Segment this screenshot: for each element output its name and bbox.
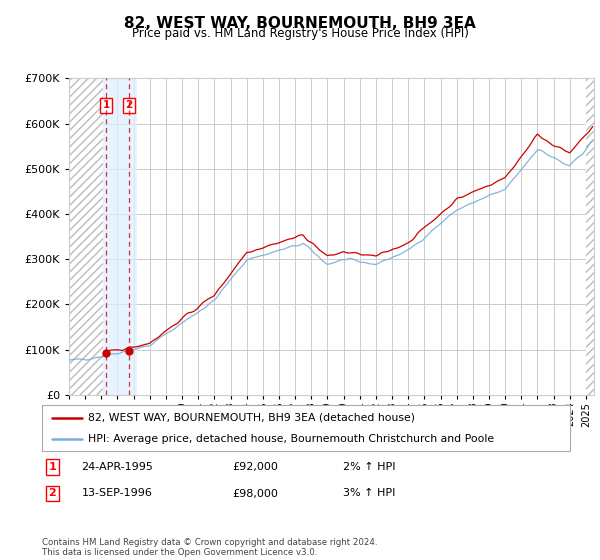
Text: HPI: Average price, detached house, Bournemouth Christchurch and Poole: HPI: Average price, detached house, Bour… — [88, 435, 494, 444]
Bar — [69, 78, 103, 395]
Text: 2: 2 — [125, 100, 133, 110]
FancyBboxPatch shape — [42, 405, 570, 451]
Text: 13-SEP-1996: 13-SEP-1996 — [82, 488, 152, 498]
Bar — [103, 78, 137, 395]
Text: 2% ↑ HPI: 2% ↑ HPI — [343, 462, 395, 472]
Text: Contains HM Land Registry data © Crown copyright and database right 2024.
This d: Contains HM Land Registry data © Crown c… — [42, 538, 377, 557]
Text: £98,000: £98,000 — [232, 488, 278, 498]
Text: 2: 2 — [49, 488, 56, 498]
Bar — [586, 78, 600, 395]
Text: 1: 1 — [49, 462, 56, 472]
Text: Price paid vs. HM Land Registry's House Price Index (HPI): Price paid vs. HM Land Registry's House … — [131, 27, 469, 40]
Text: £92,000: £92,000 — [232, 462, 278, 472]
Text: 82, WEST WAY, BOURNEMOUTH, BH9 3EA (detached house): 82, WEST WAY, BOURNEMOUTH, BH9 3EA (deta… — [88, 413, 415, 423]
Text: 24-APR-1995: 24-APR-1995 — [82, 462, 154, 472]
Text: 1: 1 — [103, 100, 110, 110]
Text: 3% ↑ HPI: 3% ↑ HPI — [343, 488, 395, 498]
Text: 82, WEST WAY, BOURNEMOUTH, BH9 3EA: 82, WEST WAY, BOURNEMOUTH, BH9 3EA — [124, 16, 476, 31]
